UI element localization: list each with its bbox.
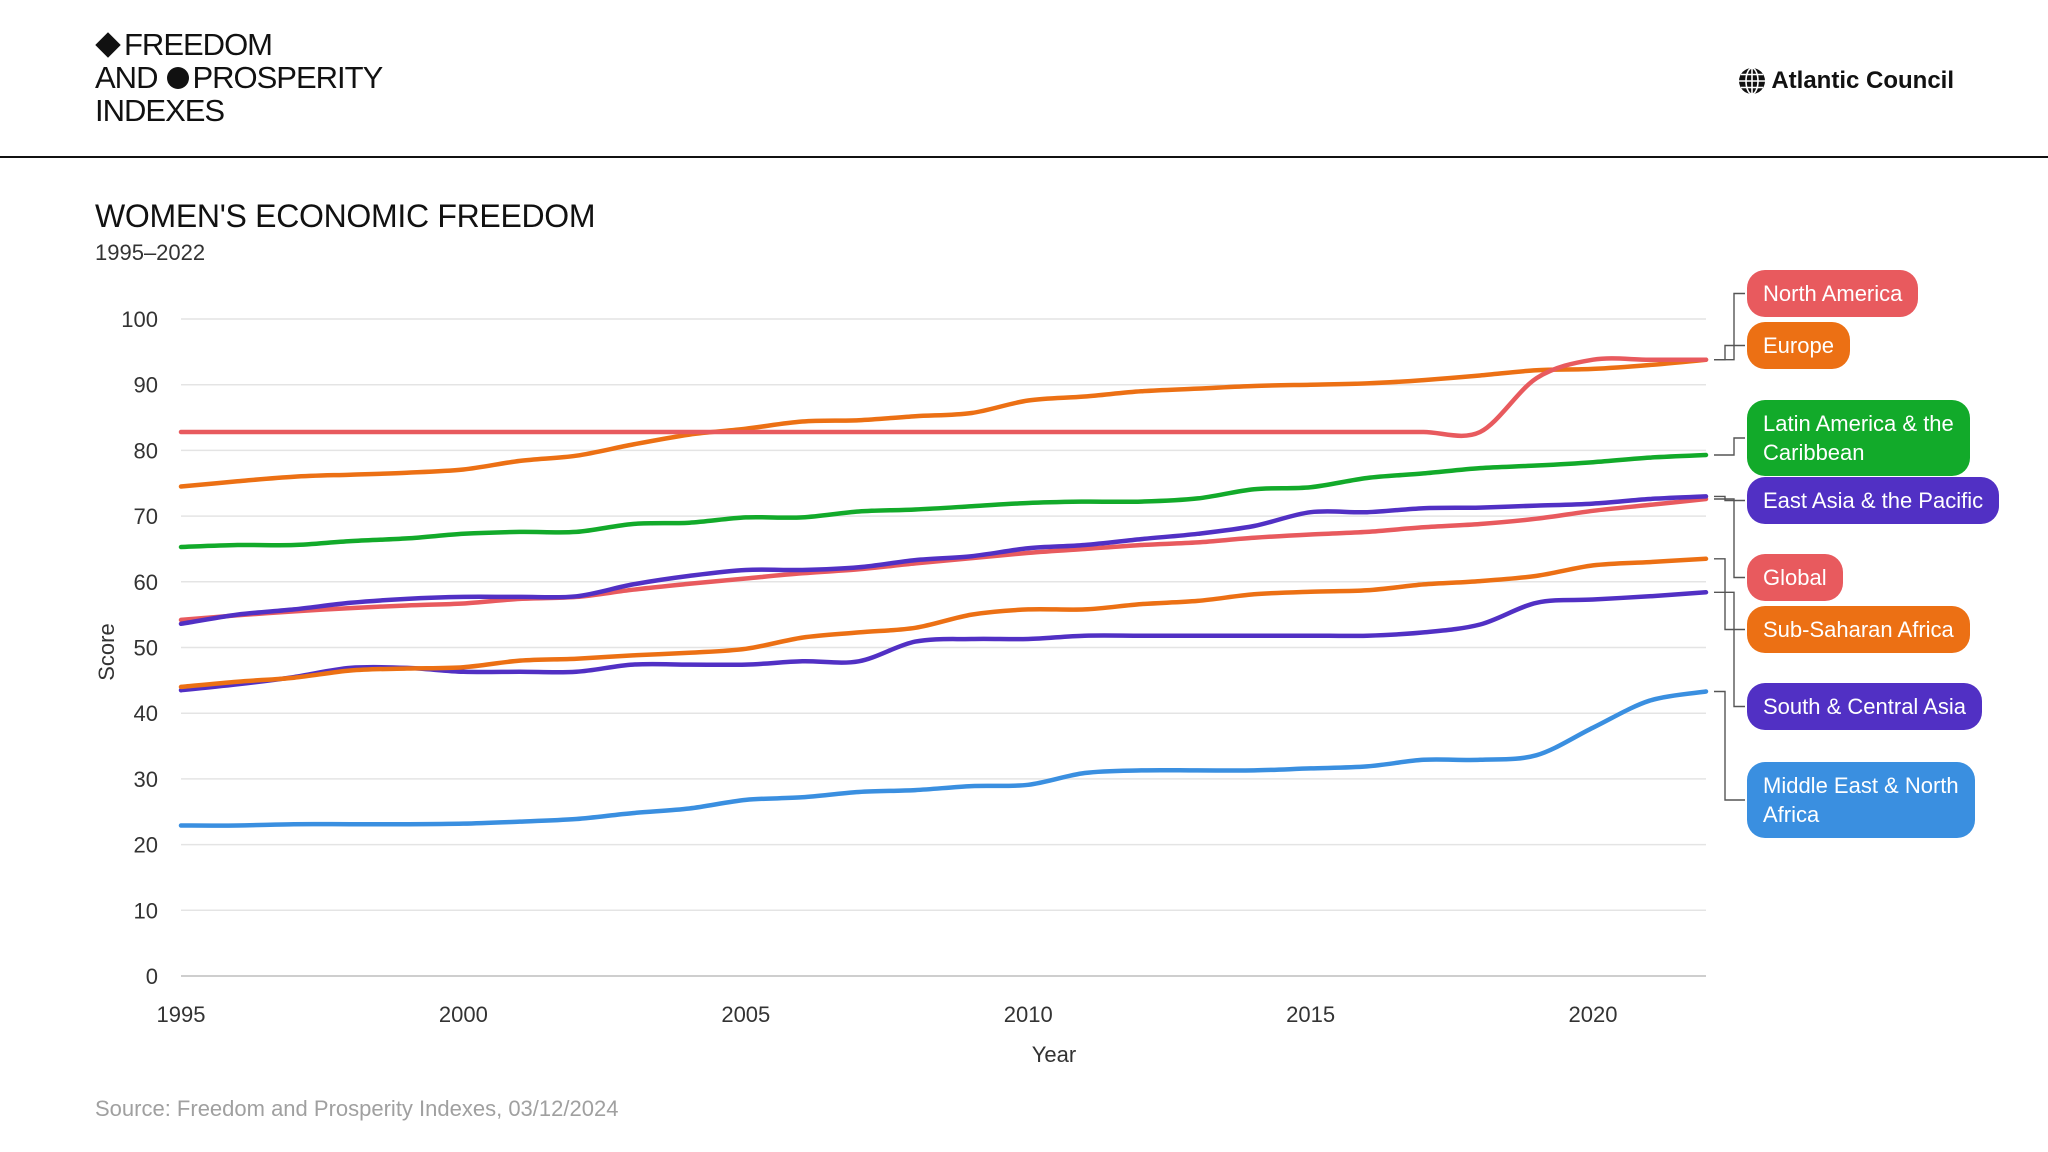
logo-text-indexes: INDEXES: [95, 93, 225, 128]
y-tick-label: 100: [121, 307, 158, 332]
y-tick-label: 70: [134, 504, 158, 529]
series-label-east-asia-the-pacific[interactable]: East Asia & the Pacific: [1747, 477, 2000, 524]
series-label-south-central-asia[interactable]: South & Central Asia: [1747, 683, 1983, 730]
y-tick-label: 50: [134, 636, 158, 661]
y-axis-ticks: 0 10 20 30 40 50 60 70 80 90 100: [121, 307, 158, 989]
series-label-text: Global: [1763, 565, 1827, 590]
logo-text-prosperity: PROSPERITY: [192, 60, 383, 95]
page-header: FREEDOM AND PROSPERITY INDEXES Atlantic C…: [0, 0, 2048, 158]
x-tick-label: 2000: [439, 1002, 488, 1027]
series-line-europe[interactable]: [178, 357, 1709, 489]
series-label-sub-saharan-africa[interactable]: Sub-Saharan Africa: [1747, 606, 1970, 653]
fapi-logo[interactable]: FREEDOM AND PROSPERITY INDEXES: [95, 28, 383, 127]
series-line-sub-saharan-africa[interactable]: [178, 556, 1709, 690]
atlantic-council-logo[interactable]: Atlantic Council: [1737, 66, 1954, 96]
x-tick-label: 2020: [1569, 1002, 1618, 1027]
x-tick-label: 2010: [1004, 1002, 1053, 1027]
chart-title: WOMEN'S ECONOMIC FREEDOM: [95, 198, 596, 234]
logo-text-and: AND: [95, 60, 158, 95]
y-tick-label: 40: [134, 701, 158, 726]
x-tick-label: 2015: [1286, 1002, 1335, 1027]
series-label-middle-east-north[interactable]: Middle East & North Africa: [1747, 762, 1975, 838]
grid-lines: [181, 318, 1706, 977]
label-connector: [1714, 591, 1745, 708]
label-connector: [1714, 344, 1745, 361]
series-lines: [178, 356, 1709, 828]
series-label-global[interactable]: Global: [1747, 554, 1843, 601]
series-label-latin-america-the[interactable]: Latin America & the Caribbean: [1747, 400, 1970, 476]
series-label-europe[interactable]: Europe: [1747, 322, 1850, 369]
series-label-text: East Asia & the Pacific: [1763, 488, 1984, 513]
series-label-text: Latin America & the: [1763, 411, 1954, 436]
series-line-north-america[interactable]: [178, 356, 1709, 439]
series-label-text: Africa: [1763, 802, 1820, 827]
label-connector: [1714, 292, 1745, 361]
x-axis-ticks: 1995 2000 2005 2010 2015 2020: [157, 1002, 1618, 1027]
logo-line-1: FREEDOM: [95, 28, 382, 61]
y-tick-label: 10: [134, 898, 158, 923]
series-label-north-america[interactable]: North America: [1747, 270, 1919, 317]
series-line-latin-america-the-caribbean[interactable]: [178, 452, 1709, 550]
y-tick-label: 0: [146, 964, 158, 989]
y-tick-label: 20: [134, 833, 158, 858]
series-line-east-asia-the-pacific[interactable]: [178, 494, 1709, 627]
chart-subtitle: 1995–2022: [95, 240, 206, 265]
y-axis-label: Score: [94, 623, 119, 680]
series-label-text: Caribbean: [1763, 440, 1865, 465]
x-axis-label: Year: [1032, 1042, 1076, 1067]
partner-name: Atlantic Council: [1771, 67, 1954, 94]
logo-line-2: AND PROSPERITY: [95, 60, 383, 95]
series-line-global[interactable]: [178, 496, 1709, 623]
series-label-text: North America: [1763, 281, 1903, 306]
label-connector: [1714, 498, 1745, 579]
y-tick-label: 60: [134, 570, 158, 595]
y-tick-label: 80: [134, 438, 158, 463]
label-connectors: [1714, 292, 1745, 801]
series-label-text: Europe: [1763, 333, 1834, 358]
series-line-middle-east-north-africa[interactable]: [178, 689, 1709, 828]
label-connector: [1714, 558, 1745, 631]
series-label-text: South & Central Asia: [1763, 694, 1967, 719]
circle-icon: [167, 67, 190, 90]
series-label-text: Sub-Saharan Africa: [1763, 617, 1954, 642]
label-connector: [1714, 437, 1745, 456]
source-note: Source: Freedom and Prosperity Indexes, …: [95, 1096, 619, 1121]
y-tick-label: 90: [134, 373, 158, 398]
y-tick-label: 30: [134, 767, 158, 792]
logo-line-3: INDEXES: [95, 94, 382, 127]
label-connector: [1714, 690, 1745, 801]
globe-icon: [1739, 67, 1766, 95]
logo-text-freedom: FREEDOM: [124, 27, 273, 62]
x-tick-label: 2005: [721, 1002, 770, 1027]
series-label-text: Middle East & North: [1763, 773, 1959, 798]
x-tick-label: 1995: [157, 1002, 206, 1027]
